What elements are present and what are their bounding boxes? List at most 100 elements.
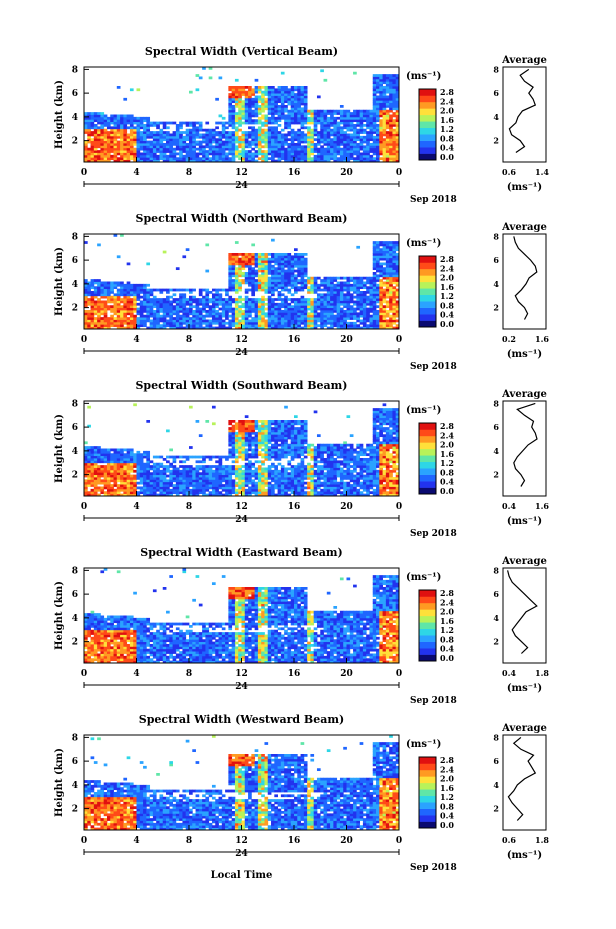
heatmap-cell (241, 140, 246, 144)
heatmap-cell (376, 81, 380, 85)
heatmap-cell (136, 298, 141, 301)
heatmap-cell (323, 133, 328, 137)
heatmap-cell (389, 78, 393, 82)
heatmap-cell (271, 154, 275, 158)
heatmap-cell (372, 114, 377, 118)
heatmap-cell (93, 462, 98, 466)
heatmap-cell (97, 279, 101, 282)
heatmap-cell (382, 272, 387, 275)
heatmap-cell (323, 138, 328, 142)
heatmap-cell (93, 119, 98, 123)
colorbar-tick-label: 0.0 (440, 152, 454, 162)
heatmap-cell (225, 157, 229, 161)
heatmap-cell (267, 300, 272, 304)
heatmap-cell (123, 453, 128, 457)
heatmap-cell (336, 121, 341, 125)
heatmap-cell (103, 159, 108, 163)
heatmap-cell (300, 86, 305, 89)
heatmap-cell (326, 286, 331, 290)
heatmap-cell (257, 131, 262, 134)
panel-title: Spectral Width (Southward Beam) (135, 379, 347, 392)
heatmap-cell (277, 283, 282, 287)
heatmap-cell (159, 474, 164, 478)
heatmap-cell (120, 314, 124, 318)
heatmap-cell (382, 131, 387, 134)
heatmap-cell (120, 472, 124, 476)
heatmap-cell (379, 255, 383, 259)
heatmap-cell (238, 269, 242, 273)
heatmap-cell (392, 293, 397, 297)
heatmap-cell (303, 107, 308, 111)
heatmap-cell (225, 138, 229, 142)
heatmap-cell (346, 159, 351, 163)
heatmap-cell (339, 317, 344, 320)
heatmap-cell (280, 286, 285, 290)
heatmap-cell (274, 152, 278, 156)
heatmap-cell (152, 455, 157, 459)
heatmap-cell (120, 128, 124, 132)
heatmap-cell (297, 140, 301, 144)
heatmap-cell (175, 298, 180, 301)
heatmap-cell (172, 159, 177, 163)
heatmap-cell (156, 124, 160, 127)
heatmap-cell (395, 128, 400, 132)
heatmap-cell (346, 317, 351, 320)
heatmap-cell (395, 100, 400, 104)
heatmap-cell (313, 317, 318, 320)
heatmap-cell (385, 291, 390, 294)
heatmap-cell (215, 460, 219, 464)
heatmap-cell (303, 159, 308, 163)
heatmap-cell (382, 305, 387, 309)
heatmap-cell (156, 145, 160, 149)
heatmap-cell (198, 140, 203, 144)
heatmap-cell (336, 150, 341, 153)
heatmap-cell (166, 312, 170, 316)
heatmap-cell (366, 319, 370, 323)
heatmap-cell (175, 157, 180, 161)
heatmap-cell (97, 281, 101, 285)
heatmap-cell (113, 465, 118, 468)
heatmap-cell (284, 274, 288, 278)
heatmap-cell (172, 131, 177, 134)
heatmap-cell (129, 479, 134, 483)
heatmap-cell (146, 300, 151, 304)
heatmap-cell (362, 147, 367, 151)
heatmap-cell (376, 124, 380, 127)
heatmap-cell (110, 474, 114, 478)
heatmap-cell (189, 154, 193, 158)
heatmap-cell (290, 143, 295, 146)
heatmap-cell (356, 112, 361, 115)
heatmap-cell (264, 267, 269, 271)
heatmap-cell (225, 469, 229, 473)
heatmap-cell (267, 86, 272, 89)
heatmap-cell (198, 310, 203, 313)
heatmap-cell (185, 298, 190, 301)
heatmap-cell (113, 450, 118, 454)
heatmap-cell (120, 135, 124, 139)
heatmap-cell (261, 253, 265, 256)
heatmap-cell (146, 455, 151, 459)
heatmap-cell (84, 293, 88, 297)
heatmap-cell (149, 131, 154, 134)
heatmap-cell (346, 138, 351, 142)
heatmap-cell (320, 150, 324, 153)
heatmap-cell (110, 460, 114, 464)
heatmap-cell (271, 126, 275, 130)
heatmap-cell (339, 276, 344, 280)
heatmap-cell (133, 491, 137, 495)
heatmap-cell (208, 157, 213, 161)
heatmap-cell (87, 154, 91, 158)
heatmap-cell (392, 145, 397, 149)
heatmap-cell (146, 491, 151, 495)
heatmap-cell (84, 441, 88, 445)
heatmap-cell (376, 324, 380, 328)
heatmap-cell (389, 86, 393, 89)
heatmap-cell (277, 145, 282, 149)
heatmap-cell (97, 114, 101, 118)
heatmap-cell (287, 255, 292, 259)
heatmap-cell (146, 479, 151, 483)
heatmap-cell (277, 262, 282, 266)
heatmap-cell (172, 152, 177, 156)
heatmap-cell (166, 486, 170, 490)
heatmap-cell (382, 312, 387, 316)
